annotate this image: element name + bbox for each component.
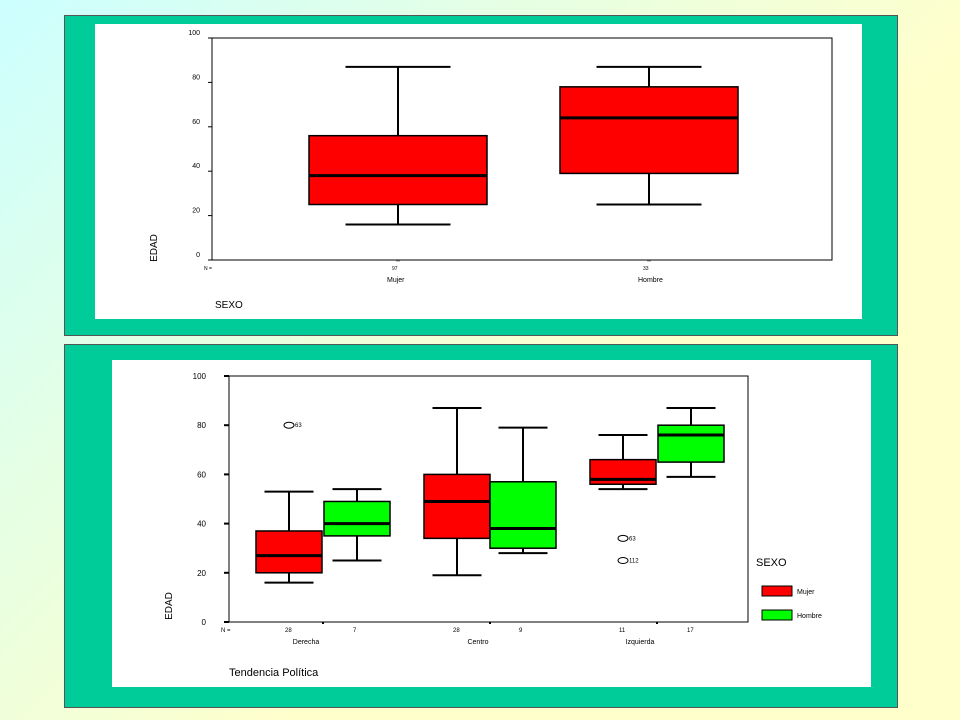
n-value: 11 [619,628,626,634]
plot-frame [228,375,749,623]
n-label: N = [204,266,212,272]
outlier-label: 63 [295,423,302,429]
box-hombre-centro-box [489,481,557,549]
outlier-marker [283,421,295,429]
x-tick-label: Izquierda [626,639,655,646]
y-tick-label: 60 [197,470,206,479]
outlier-label: 112 [629,559,639,565]
n-value: 97 [392,266,398,272]
y-tick-label: 100 [193,372,207,381]
y-tick-label: 80 [192,74,200,81]
x-tick-label: Centro [467,639,488,646]
n-value: 7 [353,628,357,634]
n-value: 28 [453,628,460,634]
y-tick-label: 0 [202,618,207,627]
outlier-label: 63 [629,536,636,542]
x-tick-label: Hombre [638,277,663,284]
y-tick-label: 20 [192,208,200,215]
x-axis-label: Tendencia Política [229,667,319,679]
y-axis-label: EDAD [164,592,175,620]
box-mujer-box [308,134,488,206]
n-label: N = [221,628,231,634]
legend-title: SEXO [756,557,787,569]
box-hombre-derecha-box [323,500,391,537]
n-value: 9 [519,628,523,634]
plot-frame [211,37,833,261]
y-tick-label: 80 [197,421,206,430]
legend-swatch-hombre [761,609,793,621]
n-value: 33 [643,266,649,272]
outlier-marker [617,557,629,564]
x-axis-label: SEXO [215,300,243,311]
y-tick-label: 40 [197,520,206,529]
y-tick-label: 0 [196,252,200,259]
box-hombre-izquierda-box [657,424,725,463]
y-tick-label: 40 [192,163,200,170]
y-axis-label: EDAD [149,234,160,262]
legend-label-hombre: Hombre [797,613,822,620]
n-value: 17 [687,628,694,634]
legend-label-mujer: Mujer [797,589,815,596]
y-tick-label: 100 [188,30,200,37]
x-tick-label: Mujer [387,277,405,284]
outlier-marker [617,534,629,542]
y-tick-label: 20 [197,569,206,578]
legend-swatch-mujer [761,585,793,597]
box-mujer-centro-box [423,473,491,540]
box-hombre-box [559,86,739,175]
n-value: 28 [285,628,292,634]
y-tick-label: 60 [192,119,200,126]
x-tick-label: Derecha [293,639,320,646]
box-mujer-derecha-box [255,530,323,574]
